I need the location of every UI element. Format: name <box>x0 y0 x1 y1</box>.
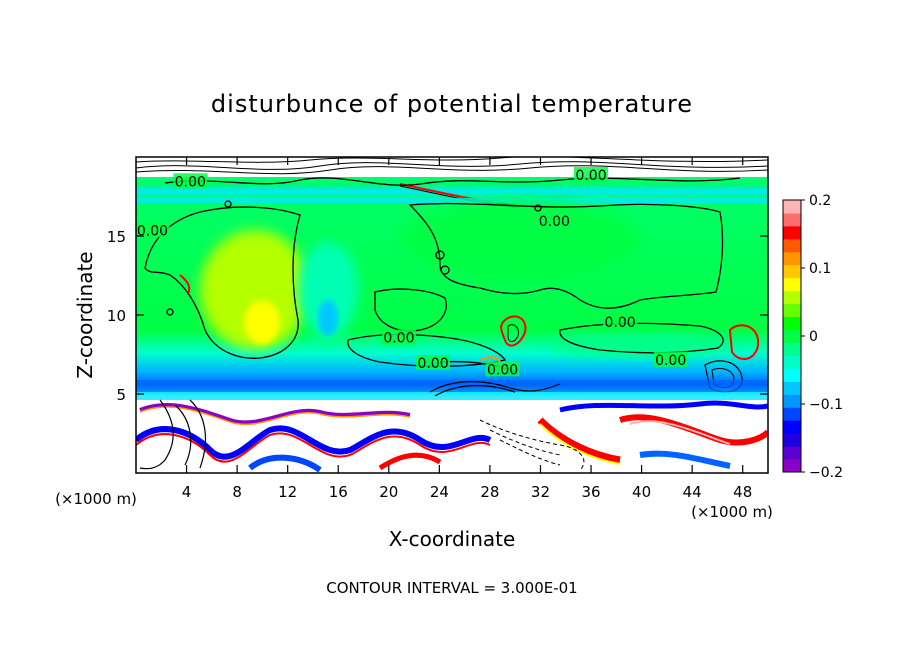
contour-label: 0.00 <box>417 356 448 372</box>
contour-label: 0.00 <box>655 353 686 369</box>
colorbar-swatch <box>783 446 801 460</box>
contour-label: 0.00 <box>487 362 518 378</box>
contour-label-bg <box>603 313 638 329</box>
x-tick-label: 12 <box>278 483 297 501</box>
x-unit-label: (×1000 m) <box>691 503 773 521</box>
contour-label-bg <box>574 166 609 182</box>
colorbar-swatch <box>783 355 801 369</box>
x-tick-label: 16 <box>329 483 348 501</box>
colorbar-swatch <box>783 329 801 343</box>
colorbar-swatch <box>783 212 801 227</box>
contour-label: 0.00 <box>175 174 206 190</box>
x-tick-label: 8 <box>232 483 242 501</box>
colorbar-swatch <box>783 342 801 356</box>
x-axis-label: X-coordinate <box>389 527 516 551</box>
x-tick-label: 24 <box>430 483 449 501</box>
colorbar-tick-label: −0.1 <box>809 397 843 413</box>
colorbar-swatch <box>783 238 801 253</box>
x-tick-label: 32 <box>531 483 550 501</box>
x-axis: 4 8 12 16 20 24 28 32 36 40 44 48 <box>182 157 752 501</box>
contour-label: 0.00 <box>605 315 636 331</box>
field-anomalies <box>200 200 730 357</box>
colorbar-tick-label: 0 <box>809 329 818 345</box>
colorbar-swatch <box>783 277 801 292</box>
x-tick-label: 40 <box>632 483 651 501</box>
contour-labels: 0.00 0.000.000.000.000.000.00 0.000.00 <box>136 166 688 378</box>
contour-label-bg <box>381 329 416 345</box>
y-axis: 5 10 15 <box>107 228 768 404</box>
top-band <box>136 157 768 209</box>
colorbar-swatch <box>783 459 801 473</box>
colorbar-swatch <box>783 394 801 408</box>
y-axis-label: Z-coordinate <box>73 251 97 378</box>
contour-label-bg <box>136 222 170 238</box>
y-tick-label: 10 <box>107 307 126 325</box>
boundary-layer <box>136 380 768 473</box>
contour-label: 0.00 <box>137 223 168 239</box>
colorbar-swatch <box>783 316 801 331</box>
colorbar-swatch <box>783 381 801 395</box>
x-tick-label: 36 <box>581 483 600 501</box>
contour-label-bg <box>173 173 208 189</box>
contour-interval-label: CONTOUR INTERVAL = 3.000E-01 <box>326 579 577 597</box>
colorbar: 0.2 0.1 0 −0.1 −0.2 <box>782 193 843 481</box>
colorbar-swatch <box>783 264 801 279</box>
y-tick-label: 5 <box>116 386 126 404</box>
colorbar-swatch <box>783 368 801 382</box>
colorbar-tick-label: 0.1 <box>809 261 831 277</box>
contour-label: 0.00 <box>539 214 570 230</box>
x-tick-label: 4 <box>182 483 192 501</box>
plot-area: 0.00 0.000.000.000.000.000.00 0.000.00 <box>136 157 768 473</box>
colorbar-tick-label: −0.2 <box>809 465 843 481</box>
colorbar-swatch <box>783 303 801 318</box>
x-tick-label: 20 <box>379 483 398 501</box>
colorbar-swatch <box>783 420 801 434</box>
contour-label-bg <box>653 351 688 367</box>
colorbar-tick-label: 0.2 <box>809 193 831 209</box>
chart-title: disturbunce of potential temperature <box>211 90 693 118</box>
colorbar-swatch <box>783 225 801 240</box>
x-tick-label: 28 <box>480 483 499 501</box>
colorbar-swatch <box>783 433 801 447</box>
y-tick-label: 15 <box>107 228 126 246</box>
contour-label-bg <box>537 212 572 228</box>
colorbar-swatch <box>783 290 801 305</box>
contour-label: 0.00 <box>575 168 606 184</box>
contour-label: 0.00 <box>383 331 414 347</box>
contour-label-bg <box>416 354 451 370</box>
colorbar-swatch <box>783 200 801 214</box>
contour-label-bg <box>485 361 520 377</box>
x-tick-label: 44 <box>683 483 702 501</box>
colorbar-swatch <box>783 407 801 421</box>
colorbar-swatch <box>783 251 801 266</box>
x-tick-label: 48 <box>733 483 752 501</box>
y-unit-label: (×1000 m) <box>55 490 137 508</box>
